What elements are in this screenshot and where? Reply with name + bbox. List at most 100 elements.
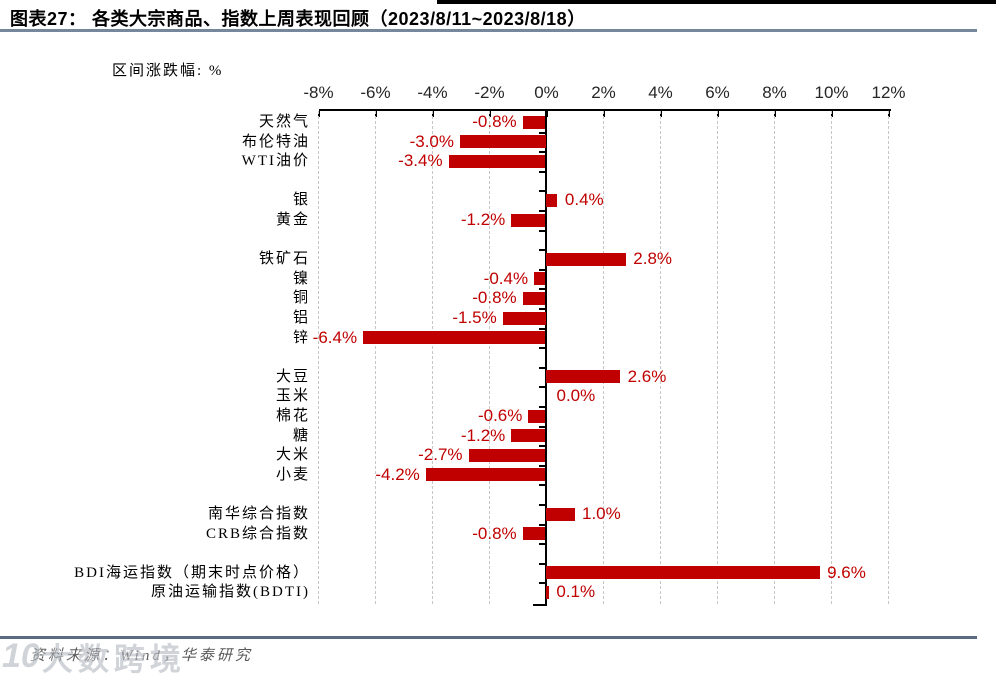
category-axis-tick — [538, 523, 545, 526]
category-axis-tick — [538, 366, 545, 369]
x-tick-label: 10% — [814, 83, 849, 102]
category-label: 天然气 — [258, 114, 310, 130]
category-label: 布伦特油 — [241, 133, 310, 150]
x-axis-line — [318, 109, 891, 111]
category-axis-tick — [538, 131, 545, 134]
category-label: 大豆 — [275, 368, 310, 385]
category-axis-tick — [538, 347, 545, 350]
bar — [546, 370, 621, 384]
category-axis-tick — [538, 190, 545, 193]
category-label: 大米 — [275, 447, 310, 464]
category-label: WTI油价 — [241, 153, 310, 170]
value-label: 0.1% — [556, 582, 596, 602]
value-label: -0.8% — [472, 288, 517, 308]
x-tick-label: 0% — [534, 83, 559, 102]
bar — [534, 272, 546, 286]
gridline — [831, 111, 832, 604]
category-label: BDI海运指数（期末时点价格） — [74, 564, 310, 581]
figure-title: 图表27： 各类大宗商品、指数上周表现回顾（2023/8/11~2023/8/1… — [10, 9, 586, 29]
x-axis-tick — [545, 111, 548, 117]
bar — [522, 527, 546, 541]
x-tick-label: 2% — [591, 83, 616, 102]
value-label: 1.0% — [582, 504, 621, 523]
category-axis-tick — [538, 210, 545, 212]
value-label: -1.2% — [460, 425, 506, 445]
category-label: 铝 — [292, 310, 310, 326]
gridline — [660, 111, 661, 604]
category-label: 银 — [292, 192, 310, 209]
category-label: 糖 — [292, 427, 310, 444]
category-axis-tick — [538, 327, 545, 330]
gridline — [603, 111, 604, 604]
bar-chart: -8% -6% -4% -2% 0% 2% 4% 6% 8% 10% 12% 天然气 -0.8% 布伦特油… — [74, 83, 906, 606]
category-label: 原油运输指数(BDTI) — [151, 584, 310, 601]
category-axis-tick — [538, 406, 545, 408]
gridline — [432, 111, 433, 604]
value-label: 2.8% — [633, 249, 673, 269]
category-axis-tick — [538, 445, 545, 448]
x-tick-label: -2% — [474, 83, 505, 102]
value-label: -1.2% — [460, 210, 506, 229]
value-label: -6.4% — [312, 327, 358, 347]
category-label: 黄金 — [275, 212, 310, 228]
bar — [448, 154, 546, 168]
category-axis-tick — [538, 308, 545, 310]
category-axis-end-tick — [532, 604, 546, 606]
x-tick-label: -6% — [360, 83, 391, 102]
bar — [546, 252, 626, 266]
bar — [546, 566, 820, 580]
gridline — [774, 111, 775, 604]
category-axis-tick — [538, 504, 545, 506]
category-axis-line — [544, 109, 547, 606]
bar — [502, 311, 546, 325]
category-axis-tick — [538, 543, 545, 546]
bar — [546, 193, 558, 207]
category-label: 小麦 — [275, 466, 310, 483]
value-label: 9.6% — [827, 562, 866, 582]
category-axis-tick — [538, 582, 545, 585]
category-label: 铁矿石 — [258, 251, 310, 268]
category-label: 镍 — [292, 270, 310, 287]
category-axis-tick — [538, 464, 545, 467]
category-label: 棉花 — [275, 408, 310, 424]
gridline — [489, 111, 490, 604]
bar — [460, 135, 546, 149]
category-label: 锌 — [292, 329, 310, 346]
gridline — [375, 111, 376, 604]
value-label: -2.7% — [418, 445, 463, 465]
bar — [546, 585, 549, 599]
x-tick-label: 12% — [871, 83, 906, 102]
category-label: 玉米 — [275, 388, 310, 405]
category-axis-tick — [538, 170, 545, 173]
source-note: 资料来源：Wind，华泰研究 — [30, 648, 253, 664]
category-axis-tick — [538, 484, 545, 487]
value-label: -4.2% — [375, 464, 420, 484]
category-axis-tick — [538, 229, 545, 232]
category-axis-tick — [538, 562, 545, 565]
bar — [546, 507, 575, 521]
bar — [522, 115, 546, 129]
bar — [468, 448, 546, 462]
value-label: -1.5% — [452, 308, 497, 327]
bar — [528, 409, 546, 423]
value-label: -0.8% — [472, 523, 517, 543]
value-label: -3.0% — [409, 131, 454, 151]
x-tick-label: 6% — [705, 83, 730, 102]
bar — [511, 213, 546, 227]
category-axis-tick — [538, 386, 545, 389]
category-axis-tick — [538, 249, 545, 252]
gridline — [318, 111, 319, 604]
x-tick-label: -4% — [417, 83, 448, 102]
x-tick-label: 4% — [648, 83, 673, 102]
category-label: 铜 — [292, 290, 310, 307]
bottom-divider — [0, 636, 977, 639]
category-label: 南华综合指数 — [207, 506, 310, 522]
gridline — [717, 111, 718, 604]
value-label: -0.6% — [477, 406, 523, 425]
title-divider — [0, 29, 977, 32]
bar — [363, 331, 546, 345]
value-label: 0.0% — [556, 386, 596, 406]
x-tick-label: 8% — [762, 83, 787, 102]
value-label: 2.6% — [627, 366, 667, 386]
